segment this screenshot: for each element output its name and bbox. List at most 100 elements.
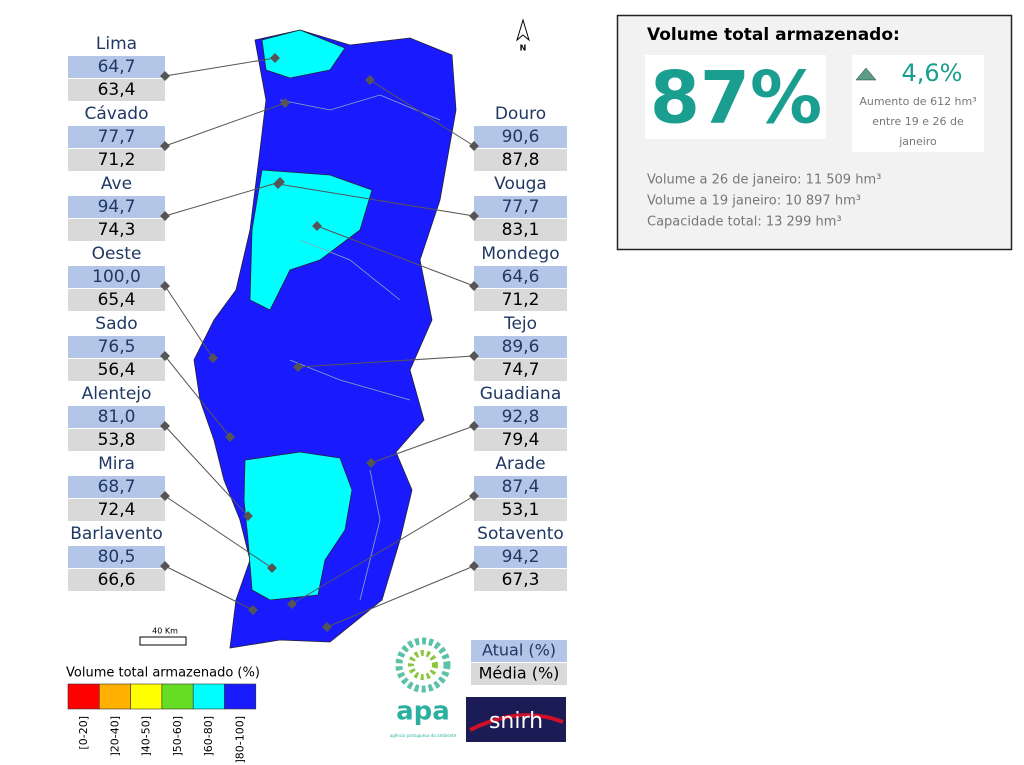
connector [277,183,475,217]
media-value: 53,8 [98,430,136,450]
connector-end [322,622,332,632]
media-value: 65,4 [98,290,136,310]
media-box [474,499,567,521]
basin-name: Cávado [85,104,149,124]
legend: Volume total armazenado (%) [0-20]]20-40]… [66,666,260,764]
basin-name: Alentejo [82,384,152,404]
basin-boxes: Lima 64,7 63,4 Cávado 77,7 71,2 Ave 94,7 74,3 Oes… [68,34,567,632]
connector-end [469,421,479,431]
media-box [474,219,567,241]
atual-value: 81,0 [98,407,136,427]
atual-box [474,266,567,288]
connector [316,225,475,287]
change-note-line: Aumento de 612 hm³ [859,95,976,108]
scale-bar: 40 Km [139,627,187,646]
connector [164,102,286,147]
total-volume: 87% [650,56,822,140]
connector-end [469,141,479,151]
atual-box [474,126,567,148]
connector-end [160,351,170,361]
scale-label: 40 Km [152,627,178,636]
atual-value: 94,7 [98,197,136,217]
media-value: 71,2 [502,290,540,310]
media-value: 71,2 [98,150,136,170]
atual-box [474,336,567,358]
connector-end [160,561,170,571]
media-value: 72,4 [98,500,136,520]
connector [326,565,475,628]
legend-label: ]60-80] [202,716,215,757]
media-box [68,499,165,521]
legend-swatch [192,683,225,710]
legend-label: ]20-40] [108,716,121,757]
media-box [474,149,567,171]
atual-value: 87,4 [502,477,540,497]
connector-end [243,511,253,521]
atual-box [68,406,165,428]
atual-value: 90,6 [502,127,540,147]
connector [297,355,475,368]
basin-name: Guadiana [480,384,562,404]
atual-box [68,56,165,78]
connector-end [469,561,479,571]
media-value: 83,1 [502,220,540,240]
media-value: 74,3 [98,220,136,240]
basin-name: Douro [495,104,546,124]
summary-line: Volume a 26 de janeiro: 11 509 hm³ [647,173,881,188]
media-box [68,359,165,381]
snirh-logo: snirh [466,697,566,742]
change-note: Aumento de 612 hm³ entre 19 e 26 de janeir… [859,95,976,148]
atual-value: 100,0 [92,267,141,287]
summary-title: Volume total armazenado: [647,25,900,45]
atual-box [68,196,165,218]
atual-value: 68,7 [98,477,136,497]
basin-vouga-mondego [249,169,373,311]
north-label: N [520,44,527,53]
connector [164,285,214,359]
connector [370,425,475,464]
atual-box [68,476,165,498]
connector-end [248,605,258,615]
connector-end [273,179,283,189]
connector [291,495,475,605]
basin-sado-mira [243,451,353,601]
atual-value: 76,5 [98,337,136,357]
connector [164,181,281,217]
atual-box [474,196,567,218]
summary-lines: Volume a 26 de janeiro: 11 509 hm³ Volume… [647,173,881,230]
atual-value: 80,5 [98,547,136,567]
connector-end [160,141,170,151]
basin-name: Sotavento [477,524,564,544]
connector-end [160,421,170,431]
change-note-line: janeiro [898,135,937,148]
connector-end [366,458,376,468]
connector [369,79,475,147]
media-box [474,569,567,591]
connector-end [469,281,479,291]
media-box [68,219,165,241]
media-value: 67,3 [502,570,540,590]
change-note-line: entre 19 e 26 de [872,115,964,128]
key-media: Média (%) [479,664,560,683]
legend-label: ]40-50] [140,716,153,757]
apa-logo: apa agência portuguesa do ambiente [390,637,457,738]
river [279,94,441,601]
connector-end [267,563,277,573]
media-value: 79,4 [502,430,540,450]
apa-text: apa [396,697,450,727]
summary-panel: Volume total armazenado: 87% 4,6% Aument… [616,14,1013,251]
connector-end [469,351,479,361]
media-value: 53,1 [502,500,540,520]
atual-value: 64,6 [502,267,540,287]
atual-box [474,406,567,428]
media-box [474,429,567,451]
atual-box [68,546,165,568]
key-atual: Atual (%) [482,641,556,660]
atual-box [68,126,165,148]
connector-end [160,211,170,221]
key: Atual (%) Média (%) [471,640,567,685]
media-box [68,569,165,591]
basin-name: Lima [96,34,137,54]
connector-end [312,221,322,231]
